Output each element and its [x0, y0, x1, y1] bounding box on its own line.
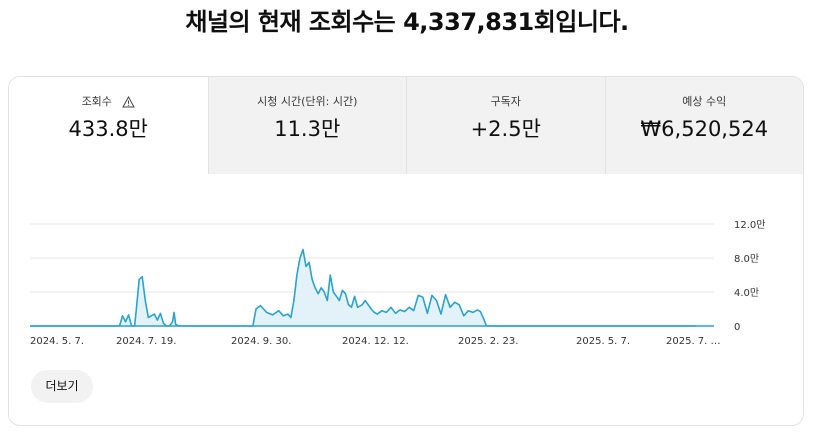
tab-subscribers-label: 구독자 — [490, 95, 521, 108]
x-tick-label: 2024. 5. 7. — [30, 336, 84, 347]
x-tick-label: 2025. 5. 7. — [576, 336, 630, 347]
analytics-card: 조회수 433.8만 시청 시간(단위: 시간) 11.3만 구독자 +2.5만… — [8, 76, 804, 426]
x-tick-label: 2024. 9. 30. — [231, 336, 291, 347]
x-tick-label: 2025. 7. … — [666, 336, 721, 347]
tab-watch-time-value: 11.3만 — [274, 117, 341, 141]
tab-revenue-value: ₩6,520,524 — [640, 117, 769, 141]
x-tick-label: 2025. 2. 23. — [458, 336, 518, 347]
metric-tabs: 조회수 433.8만 시청 시간(단위: 시간) 11.3만 구독자 +2.5만… — [9, 77, 803, 174]
tab-revenue-label: 예상 수익 — [682, 95, 727, 108]
views-chart[interactable]: 12.0만 8.0만 4.0만 0 2024. 5. 7. 2024. 7. 19. 202… — [0, 0, 814, 360]
y-tick-label: 0 — [734, 322, 740, 333]
tab-subscribers[interactable]: 구독자 +2.5만 — [406, 77, 605, 174]
tab-estimated-revenue[interactable]: 예상 수익 ₩6,520,524 — [604, 77, 803, 174]
x-tick-label: 2024. 12. 12. — [342, 336, 409, 347]
y-tick-label: 12.0만 — [734, 219, 765, 231]
warning-icon[interactable] — [122, 95, 135, 108]
tab-views-value: 433.8만 — [68, 117, 148, 141]
tab-views[interactable]: 조회수 433.8만 — [9, 77, 208, 174]
y-tick-label: 8.0만 — [734, 253, 759, 265]
more-button[interactable]: 더보기 — [31, 370, 93, 403]
y-tick-label: 4.0만 — [734, 287, 759, 299]
series-line — [30, 248, 696, 327]
x-tick-label: 2024. 7. 19. — [116, 336, 176, 347]
total-views-headline: 채널의 현재 조회수는 4,337,831회입니다. — [185, 8, 629, 36]
series-area — [30, 249, 696, 326]
tab-subscribers-value: +2.5만 — [470, 117, 541, 141]
tab-watch-time[interactable]: 시청 시간(단위: 시간) 11.3만 — [207, 77, 406, 174]
tab-watch-time-label: 시청 시간(단위: 시간) — [257, 95, 358, 108]
tab-views-label: 조회수 — [81, 95, 112, 108]
